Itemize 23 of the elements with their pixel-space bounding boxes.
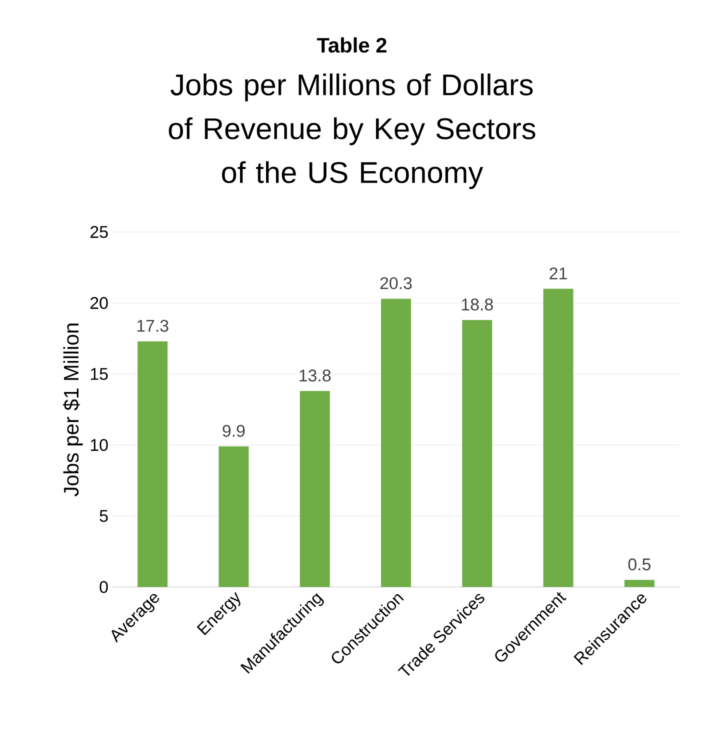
bar (381, 298, 411, 587)
y-axis-title: Jobs per $1 Million (62, 324, 83, 496)
bar (138, 341, 168, 587)
data-label: 9.9 (222, 424, 245, 437)
data-label: 20.3 (380, 277, 412, 290)
chart-subtitle: Jobs per Millions of Dollars of Revenue by Key Sectors of the US Economy (168, 74, 536, 190)
y-tick-label: 15 (90, 368, 108, 380)
bar (218, 446, 249, 587)
data-label: 17.3 (137, 320, 168, 332)
y-tick-label: 0 (100, 580, 108, 593)
bar (462, 320, 492, 587)
bar (543, 288, 574, 587)
bar (300, 391, 330, 587)
data-label: 13.8 (300, 370, 331, 382)
bar (624, 580, 654, 587)
y-tick-label: 5 (100, 510, 108, 522)
data-label: 18.8 (462, 298, 493, 311)
y-tick-label: 25 (90, 226, 108, 238)
y-tick-label: 10 (90, 438, 108, 451)
chart-title: Table 2 (316, 37, 386, 53)
data-label: 0.5 (628, 558, 650, 570)
data-label: 21 (550, 267, 567, 280)
y-tick-label: 20 (90, 296, 108, 309)
